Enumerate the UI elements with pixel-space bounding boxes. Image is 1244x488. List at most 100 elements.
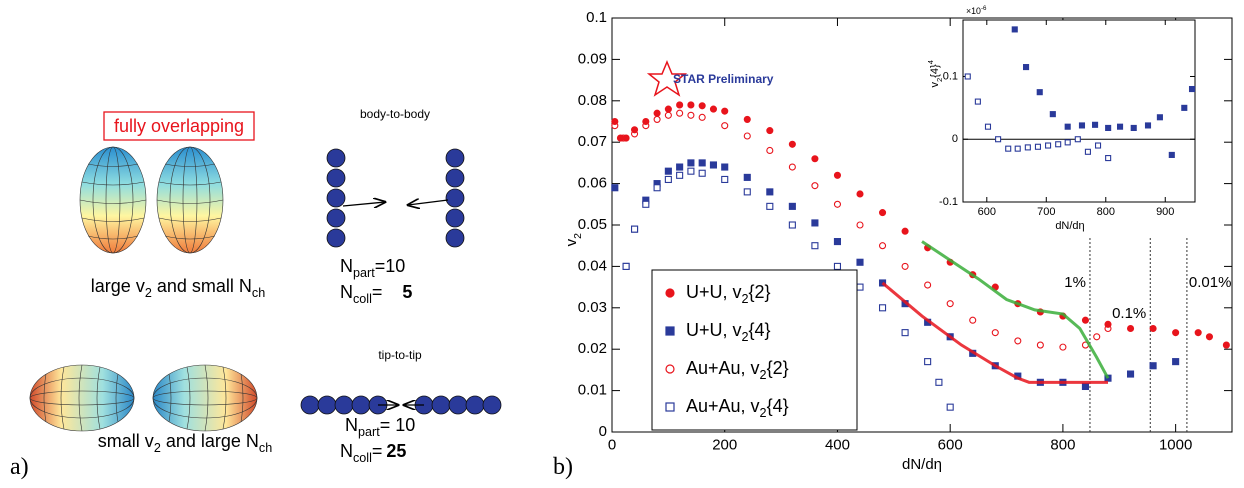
data-point: [1105, 124, 1112, 131]
data-point: [630, 130, 639, 138]
y-tick-label: 0.01: [578, 382, 607, 399]
x-tick-label: 600: [938, 436, 963, 453]
data-point: [901, 262, 909, 270]
ncoll-value: 5: [402, 282, 412, 302]
data-point: [1144, 122, 1152, 129]
data-point: [1126, 370, 1135, 378]
data-point: [1005, 145, 1012, 152]
data-point: [856, 221, 864, 229]
data-point: [664, 167, 672, 175]
data-point: [622, 262, 630, 270]
data-point: [878, 304, 887, 312]
data-point: [1126, 324, 1135, 333]
data-point: [721, 107, 729, 115]
data-point: [1023, 64, 1030, 71]
data-point: [946, 300, 954, 308]
y-tick-label: 0.1: [943, 70, 958, 82]
x-tick-label: 600: [978, 206, 996, 218]
y-tick-label: 0.07: [578, 133, 607, 150]
data-point: [611, 184, 619, 192]
data-point: [995, 136, 1002, 143]
data-point: [833, 171, 842, 179]
x-tick-label: 800: [1050, 436, 1075, 453]
tip-npart: Npart= 10: [345, 415, 415, 440]
data-point: [676, 171, 684, 179]
data-point: [901, 329, 909, 337]
data-point: [1081, 382, 1090, 391]
nucleus-lying: [29, 364, 258, 432]
ncoll-value: 25: [386, 441, 406, 461]
label-box: [103, 111, 255, 141]
y-tick-label: 0.1: [586, 9, 607, 26]
data-point: [1172, 358, 1180, 366]
data-point: [833, 200, 842, 208]
data-point: [1064, 139, 1071, 146]
data-point: [1181, 104, 1188, 111]
data-point: [1078, 122, 1086, 129]
data-point: [788, 221, 796, 229]
data-point: [833, 262, 842, 270]
y-tick-label: 0: [952, 133, 958, 145]
legend-swatch: [665, 326, 675, 336]
logo-star: [646, 60, 688, 97]
legend-swatch: [665, 288, 675, 298]
x-tick-label: 800: [1097, 206, 1115, 218]
data-point: [811, 219, 819, 227]
legend-label: U+U, v2{2}: [686, 282, 771, 307]
data-point: [653, 109, 661, 117]
data-point: [642, 200, 650, 208]
ncoll-label: Ncoll=: [340, 441, 382, 466]
legend-swatch: [665, 402, 675, 412]
legend-swatch: [665, 364, 675, 374]
data-point: [653, 115, 661, 123]
legend-label: Au+Au, v2{2}: [686, 358, 789, 383]
reference-label: 1%: [1064, 274, 1086, 291]
data-point: [1116, 123, 1124, 130]
data-point: [788, 140, 796, 148]
data-point: [1084, 148, 1091, 155]
data-point: [878, 242, 887, 250]
data-point: [1130, 124, 1137, 131]
data-point: [687, 111, 695, 119]
legend-label: U+U, v2{4}: [686, 320, 771, 345]
data-point: [1188, 85, 1196, 93]
data-point: [924, 358, 932, 366]
data-point: [698, 102, 706, 110]
data-point: [664, 105, 672, 113]
legend-box: [651, 269, 858, 431]
data-point: [721, 122, 729, 130]
data-point: [1064, 123, 1071, 130]
data-point: [766, 202, 774, 210]
data-point: [743, 115, 751, 123]
data-point: [984, 123, 992, 130]
data-point: [1172, 329, 1180, 337]
data-point: [1205, 333, 1214, 341]
y-tick-label: 0.09: [578, 50, 607, 67]
legend-label: Au+Au, v2{4}: [686, 396, 789, 421]
data-point: [653, 184, 661, 192]
data-point: [1092, 121, 1099, 128]
axis-multiplier: ×10-6: [966, 5, 987, 16]
y-tick-label: 0.05: [578, 216, 607, 233]
tip-title: tip-to-tip: [378, 348, 422, 362]
data-point: [676, 101, 684, 109]
data-point: [1168, 151, 1175, 158]
data-point: [1093, 333, 1101, 341]
data-point: [687, 101, 695, 109]
model-line: [921, 240, 1110, 379]
legend: U+U, v2{2} U+U, v2{4} Au+Au, v2{2} Au+Au, v…: [651, 269, 858, 431]
y-axis-label: v2{4}4: [926, 59, 944, 87]
data-point: [664, 175, 672, 184]
data-point: [856, 283, 864, 291]
data-point: [743, 173, 751, 181]
data-point: [1014, 337, 1022, 345]
data-point: [1034, 143, 1042, 150]
data-point: [991, 329, 999, 337]
data-point: [766, 146, 774, 155]
body-title: body-to-body: [360, 107, 430, 121]
data-point: [811, 242, 819, 250]
x-tick-label: 1000: [1159, 436, 1192, 453]
data-point: [721, 175, 729, 184]
y-tick-label: 0.02: [578, 340, 607, 357]
data-point: [709, 161, 718, 169]
